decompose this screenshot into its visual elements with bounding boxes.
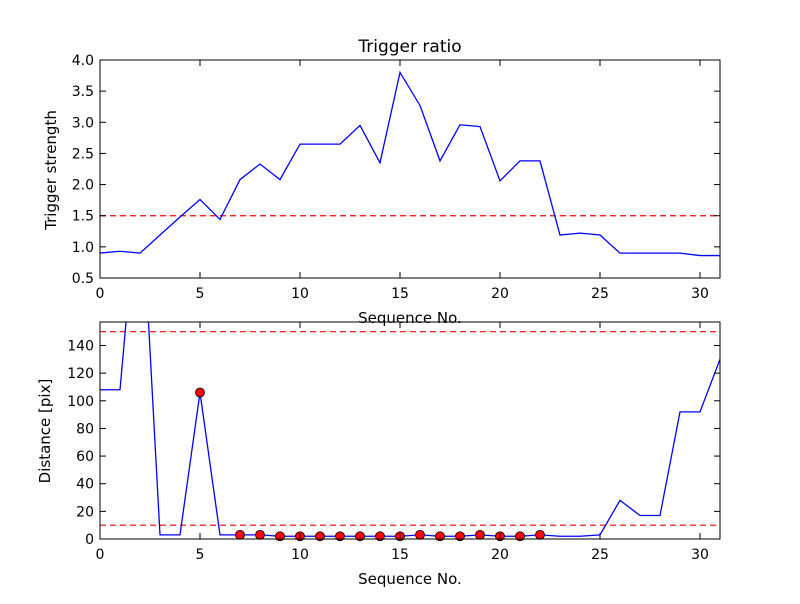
y-tick-label: 2.5 [72,146,94,162]
y-tick-label: 3.5 [72,84,94,100]
x-tick-label: 10 [291,286,309,302]
y-tick-label: 0 [85,532,94,548]
axes-frame [99,59,721,279]
y-tick-label: 20 [76,504,94,520]
series-line [100,70,720,257]
data-point-marker [235,529,245,540]
y-tick-label: 60 [76,449,94,465]
y-tick-label: 2.0 [72,178,94,194]
x-tick-label: 20 [491,286,509,302]
x-tick-label: 25 [591,547,609,563]
y-tick-label: 80 [76,421,94,437]
x-tick-label: 5 [196,286,205,302]
chart-title: Trigger ratio [357,37,461,57]
data-point-marker [535,529,545,540]
x-tick-label: 30 [691,547,709,563]
x-tick-label: 0 [96,547,105,563]
data-point-marker [375,531,385,542]
x-tick-label: 25 [591,286,609,302]
y-tick-label: 4.0 [72,53,94,69]
plot-area: 0 5 10 15 20 25 30 0 20 40 60 80 100 120 140 [67,321,721,563]
data-point-marker [335,531,345,542]
data-point-marker [355,531,365,542]
chart-distance: 0 5 10 15 20 25 30 0 20 40 60 80 100 120 140 Sequence … [36,321,721,588]
x-tick-label: 30 [691,286,709,302]
data-point-marker [275,531,285,542]
plot-area: 0 5 10 15 20 25 30 0.5 1.0 1.5 2.0 2.5 3.0 3.5 4.0 [72,53,721,302]
data-point-marker [195,387,205,398]
y-axis-label: Trigger strength [42,110,60,231]
y-tick-label: 3.0 [72,115,94,131]
y-tick-label: 1.5 [72,209,94,225]
data-point-marker [435,531,445,542]
x-tick-label: 10 [291,547,309,563]
x-tick-label: 15 [391,286,409,302]
y-tick-label: 1.0 [72,240,94,256]
x-tick-label: 0 [96,286,105,302]
data-point-marker [455,531,465,542]
data-point-marker [315,531,325,542]
y-tick-label: 140 [67,338,94,354]
x-tick-label: 5 [196,547,205,563]
y-tick-label: 40 [76,477,94,493]
data-point-marker [515,531,525,542]
x-axis-label: Sequence No. [358,570,462,588]
axes-frame [99,321,721,540]
y-tick-label: 120 [67,366,94,382]
y-axis-label: Distance [pix] [36,379,54,484]
x-tick-label: 15 [391,547,409,563]
y-tick-label: 0.5 [72,271,94,287]
x-tick-label: 20 [491,547,509,563]
y-tick-label: 100 [67,394,94,410]
data-point-marker [255,529,265,540]
data-point-marker [475,529,485,540]
x-axis-label: Sequence No. [358,309,462,327]
series-line [100,322,720,537]
data-point-marker [415,529,425,540]
